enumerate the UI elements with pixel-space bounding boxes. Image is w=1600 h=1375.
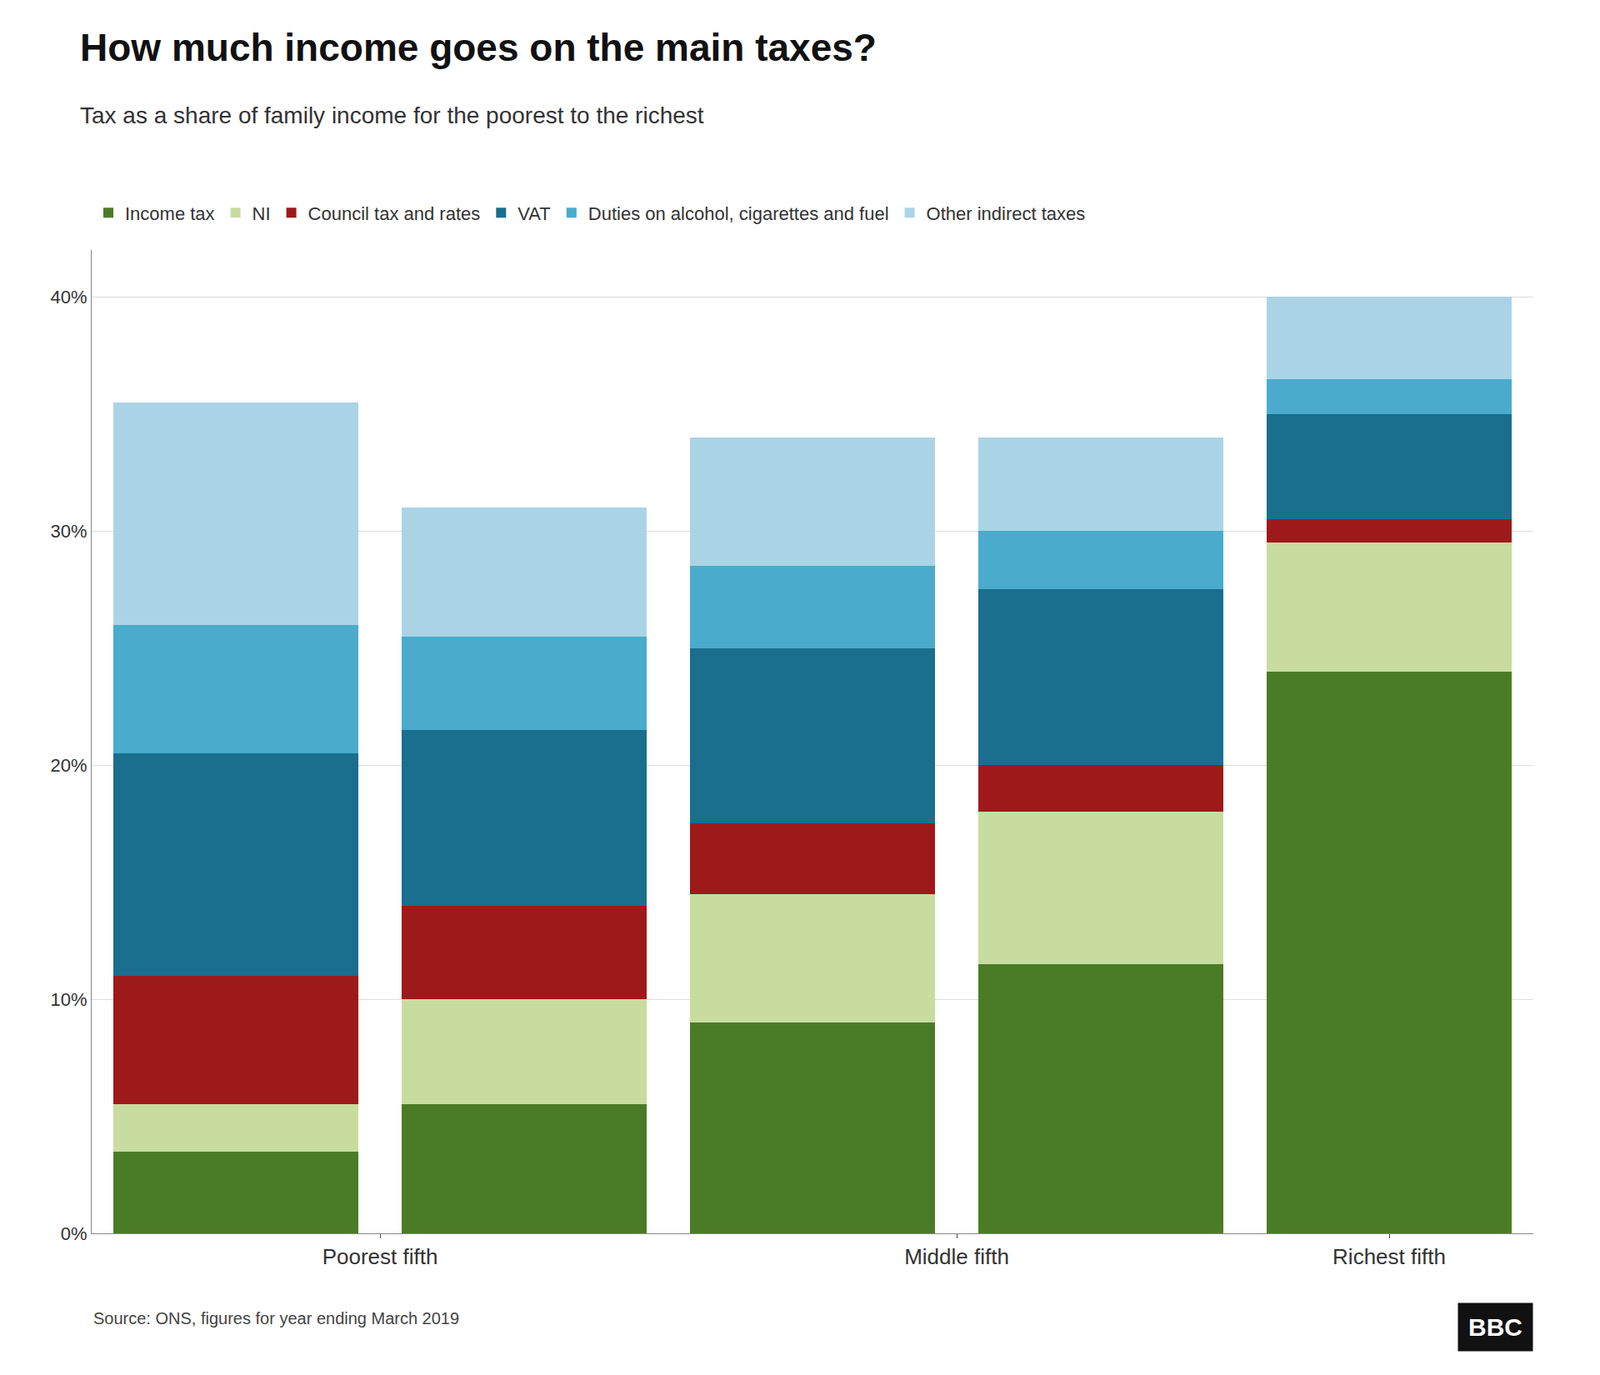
svg-text:BBC: BBC <box>1468 1313 1523 1341</box>
svg-text:20%: 20% <box>50 755 88 776</box>
svg-text:40%: 40% <box>50 286 88 308</box>
svg-text:Poorest fifth: Poorest fifth <box>322 1244 439 1270</box>
svg-text:Source: ONS, figures for year: Source: ONS, figures for year ending Mar… <box>93 1309 460 1328</box>
svg-text:Council tax and rates: Council tax and rates <box>308 203 481 225</box>
svg-text:How much income goes on the ma: How much income goes on the main taxes? <box>80 25 877 70</box>
svg-text:10%: 10% <box>50 989 88 1010</box>
svg-text:VAT: VAT <box>517 203 551 225</box>
svg-text:Income tax: Income tax <box>125 203 215 225</box>
svg-text:30%: 30% <box>50 520 88 542</box>
svg-text:Other indirect taxes: Other indirect taxes <box>926 203 1086 225</box>
svg-text:Richest fifth: Richest fifth <box>1332 1244 1446 1270</box>
svg-text:Middle fifth: Middle fifth <box>904 1244 1010 1270</box>
svg-text:Duties on alcohol, cigarettes: Duties on alcohol, cigarettes and fuel <box>588 203 890 225</box>
svg-text:0%: 0% <box>60 1223 88 1245</box>
svg-text:Tax as a share of family incom: Tax as a share of family income for the … <box>80 102 705 129</box>
svg-text:NI: NI <box>252 203 271 225</box>
